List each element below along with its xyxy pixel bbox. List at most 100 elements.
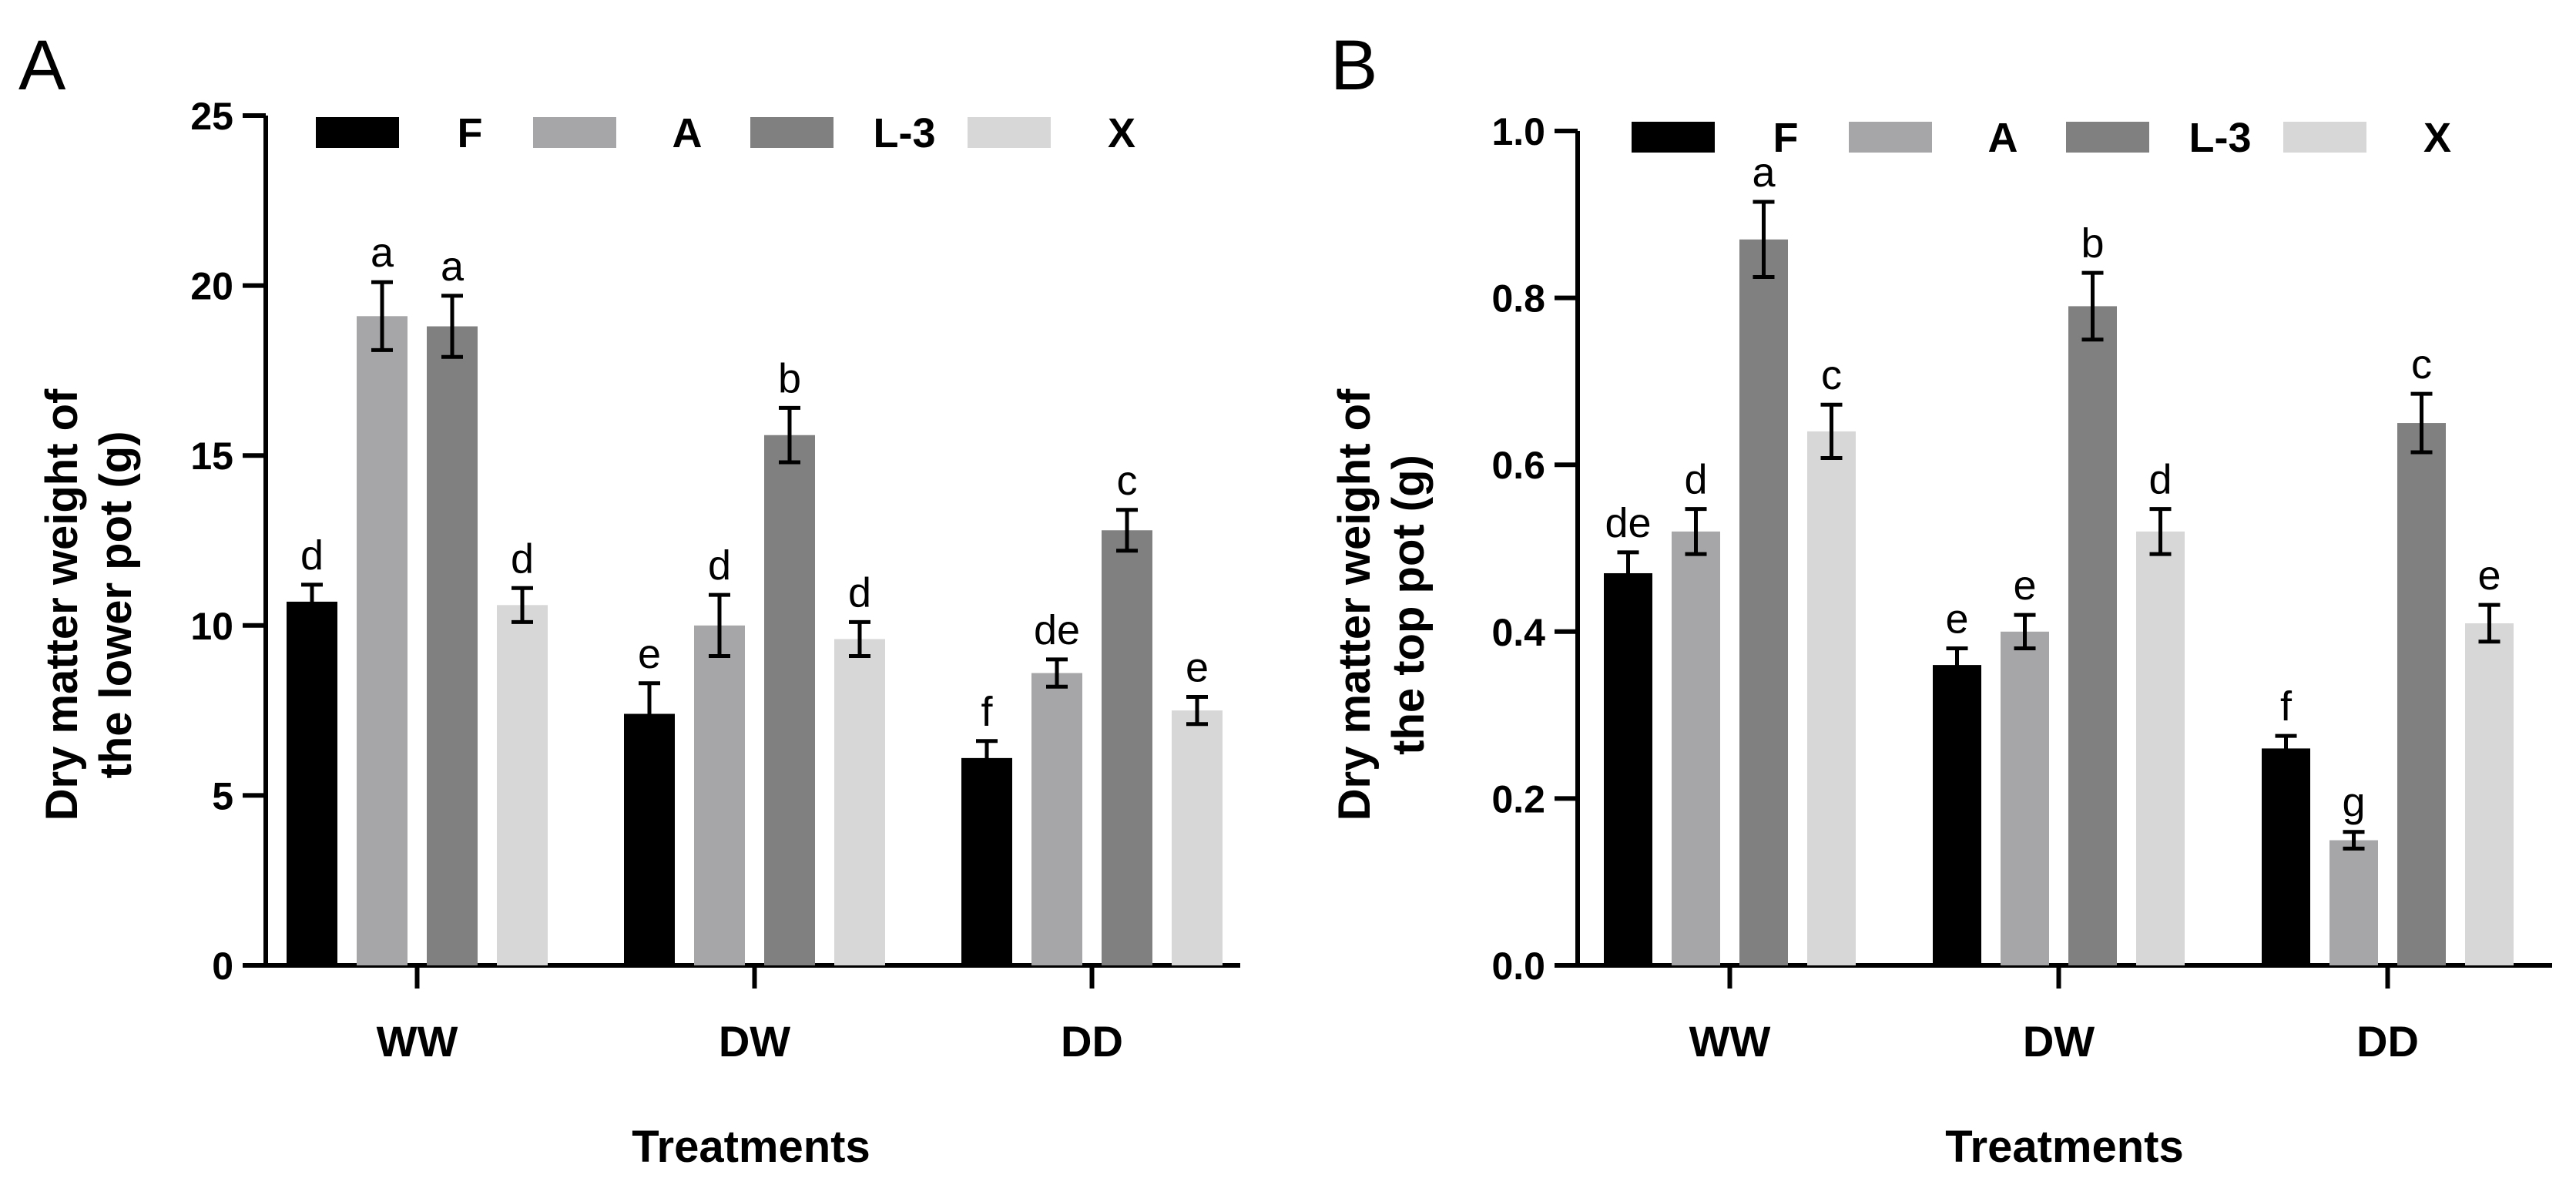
y-axis-title-line-1: Dry matter weight of	[37, 388, 87, 821]
significance-label: a	[1752, 149, 1776, 196]
bar-l-3-ww	[427, 326, 478, 965]
legend-label-f: F	[458, 110, 483, 156]
error-bar	[1753, 200, 1775, 280]
significance-label: c	[2411, 341, 2432, 388]
bar-a-dw	[2001, 631, 2049, 965]
significance-label: e	[2477, 552, 2501, 599]
legend-label-x: X	[2423, 115, 2451, 161]
bar-a-dd	[1031, 673, 1082, 965]
y-tick-label: 0.2	[1491, 777, 1545, 821]
bar-a-dd	[2329, 840, 2378, 965]
bar-x-dd	[2465, 623, 2514, 965]
bar-f-dw	[1933, 665, 1981, 965]
significance-label: b	[2081, 220, 2104, 267]
y-tick-label: 15	[190, 435, 233, 478]
bar-x-dw	[834, 639, 885, 965]
error-bar	[2149, 507, 2172, 556]
legend-label-l-3: L-3	[2189, 115, 2252, 161]
legend-swatch-a	[533, 117, 616, 148]
x-category-label: DD	[1061, 1017, 1123, 1066]
legend-swatch-l-3	[2066, 122, 2149, 153]
significance-label: c	[1821, 352, 1842, 398]
significance-label: d	[300, 532, 324, 579]
y-tick-label: 1.0	[1491, 110, 1545, 153]
error-bar	[2410, 391, 2433, 455]
significance-label: a	[371, 230, 394, 276]
x-category-label: DW	[2023, 1017, 2095, 1066]
x-category-label: DW	[719, 1017, 790, 1066]
significance-label: de	[1034, 607, 1080, 653]
legend-swatch-x	[968, 117, 1051, 148]
bar-x-ww	[1807, 431, 1856, 965]
error-bar	[976, 739, 998, 777]
error-bar	[441, 294, 463, 359]
error-bar	[1116, 508, 1138, 553]
significance-label: d	[848, 569, 871, 616]
y-axis-title-line-2: the top pot (g)	[1384, 455, 1434, 755]
significance-label: f	[981, 689, 993, 735]
y-tick-label: 0	[212, 945, 233, 988]
plot-area-a: 0 5 10 15 20 25 WW d a a d DW e d b d DD fde c e F A L-3 X	[190, 95, 1240, 1066]
legend-label-f: F	[1773, 115, 1799, 161]
bar-f-dd	[961, 757, 1012, 965]
y-axis-title-a: Dry matter weight of the lower pot (g)	[37, 388, 141, 821]
bar-a-ww	[1672, 531, 1720, 965]
significance-label: e	[638, 631, 661, 677]
error-bar	[639, 681, 660, 747]
bar-f-dw	[624, 713, 675, 965]
significance-label: d	[511, 535, 534, 582]
error-bar	[1186, 694, 1208, 727]
legend-swatch-x	[2283, 122, 2366, 153]
legend-label-x: X	[1108, 110, 1135, 156]
bar-f-ww	[287, 601, 337, 965]
significance-label: d	[1684, 457, 1707, 503]
bar-a-ww	[357, 316, 408, 966]
error-bar	[2014, 613, 2036, 650]
significance-label: g	[2342, 780, 2365, 826]
bar-x-dw	[2136, 531, 2185, 965]
bar-l-3-dw	[2068, 306, 2117, 965]
error-bar	[1685, 507, 1707, 556]
legend-swatch-f	[1632, 122, 1715, 153]
y-tick-label: 5	[212, 774, 233, 817]
error-bar	[2081, 270, 2104, 342]
x-axis-title-b: Treatments	[1945, 1122, 2183, 1172]
y-axis-title-line-1: Dry matter weight of	[1330, 388, 1380, 821]
y-axis-title-b: Dry matter weight of the top pot (g)	[1330, 388, 1434, 821]
significance-label: d	[708, 542, 731, 589]
legend-swatch-l-3	[750, 117, 834, 148]
bar-a-dw	[694, 625, 745, 965]
error-bar	[2478, 603, 2501, 644]
significance-label: d	[2148, 457, 2172, 503]
bar-l-3-ww	[1739, 239, 1788, 965]
legend-label-a: A	[673, 110, 703, 156]
error-bar	[1046, 657, 1068, 689]
panel-letter-a: A	[18, 26, 66, 105]
bar-l-3-dw	[764, 435, 815, 965]
legend-label-l-3: L-3	[874, 110, 936, 156]
legend-swatch-f	[316, 117, 399, 148]
error-bar	[512, 586, 533, 624]
y-axis-title-line-2: the lower pot (g)	[91, 431, 141, 778]
y-tick-label: 10	[190, 605, 233, 648]
significance-label: b	[778, 355, 801, 401]
bar-l-3-dd	[2397, 423, 2446, 965]
y-tick-label: 0.0	[1491, 945, 1545, 988]
x-category-label: DD	[2356, 1017, 2419, 1066]
significance-label: e	[2013, 562, 2036, 609]
significance-label: de	[1605, 500, 1651, 546]
error-bar	[709, 592, 730, 659]
bar-l-3-dd	[1102, 530, 1152, 965]
significance-label: a	[441, 243, 465, 290]
panel-b: B Dry matter weight of the top pot (g) T…	[1330, 26, 2552, 1172]
y-tick-label: 25	[190, 95, 233, 138]
y-tick-label: 0.4	[1491, 611, 1545, 654]
x-axis-title-a: Treatments	[632, 1122, 870, 1172]
legend: F A L-3 X	[1632, 115, 2451, 161]
legend: F A L-3 X	[316, 110, 1135, 156]
error-bar	[1946, 646, 1968, 684]
significance-label: c	[1117, 458, 1138, 504]
error-bar	[2343, 830, 2365, 851]
